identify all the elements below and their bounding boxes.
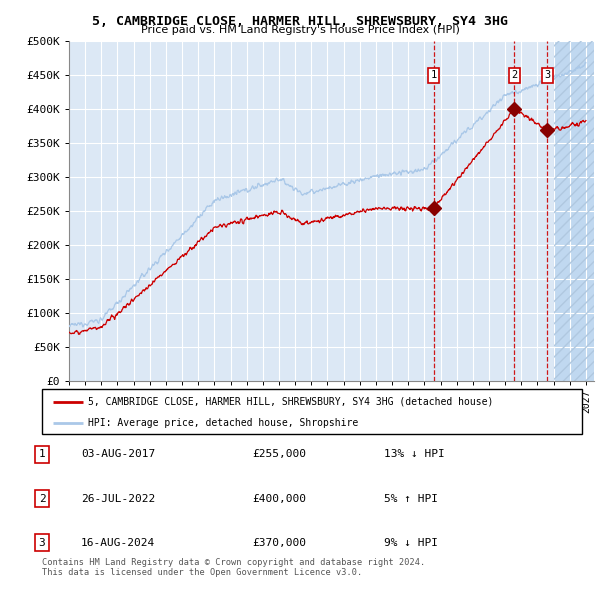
Text: 5, CAMBRIDGE CLOSE, HARMER HILL, SHREWSBURY, SY4 3HG: 5, CAMBRIDGE CLOSE, HARMER HILL, SHREWSB… [92,15,508,28]
Text: Price paid vs. HM Land Registry's House Price Index (HPI): Price paid vs. HM Land Registry's House … [140,25,460,35]
Text: HPI: Average price, detached house, Shropshire: HPI: Average price, detached house, Shro… [88,418,358,428]
Text: 16-AUG-2024: 16-AUG-2024 [81,538,155,548]
Text: 9% ↓ HPI: 9% ↓ HPI [384,538,438,548]
Bar [554,41,594,381]
Text: 26-JUL-2022: 26-JUL-2022 [81,494,155,503]
Text: 2: 2 [38,494,46,503]
Text: 3: 3 [544,70,551,80]
Text: 1: 1 [431,70,437,80]
Text: £255,000: £255,000 [252,450,306,459]
Text: 1: 1 [38,450,46,459]
Bar [554,41,594,381]
Text: 2: 2 [511,70,517,80]
Text: 5, CAMBRIDGE CLOSE, HARMER HILL, SHREWSBURY, SY4 3HG (detached house): 5, CAMBRIDGE CLOSE, HARMER HILL, SHREWSB… [88,397,493,407]
Text: 5% ↑ HPI: 5% ↑ HPI [384,494,438,503]
Text: Contains HM Land Registry data © Crown copyright and database right 2024.
This d: Contains HM Land Registry data © Crown c… [42,558,425,577]
Text: £370,000: £370,000 [252,538,306,548]
Text: 03-AUG-2017: 03-AUG-2017 [81,450,155,459]
Text: 3: 3 [38,538,46,548]
Text: 13% ↓ HPI: 13% ↓ HPI [384,450,445,459]
Text: £400,000: £400,000 [252,494,306,503]
